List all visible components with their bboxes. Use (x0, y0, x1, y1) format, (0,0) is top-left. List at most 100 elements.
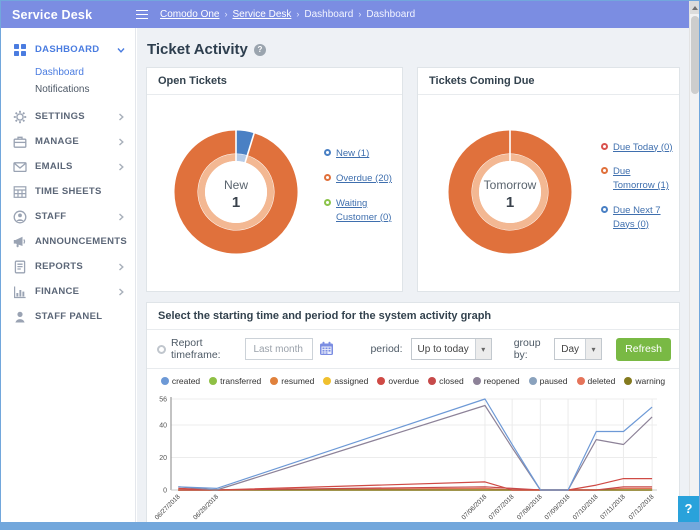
breadcrumb-separator: › (224, 9, 228, 19)
finance-icon (14, 286, 26, 298)
open-tickets-legend: New (1) Overdue (20) Waiting Customer (0) (324, 147, 402, 235)
legend-dot-icon (472, 377, 481, 385)
briefcase-icon (13, 136, 27, 148)
legend-link[interactable]: Due Tomorrow (1) (613, 166, 669, 192)
vertical-scrollbar[interactable] (689, 1, 699, 522)
breadcrumb-item[interactable]: Service Desk (232, 9, 292, 20)
sidebar-item-settings[interactable]: SETTINGS (1, 104, 135, 129)
svg-text:1: 1 (231, 194, 239, 211)
groupby-select[interactable]: Day ▾ (554, 338, 603, 360)
scroll-up-icon[interactable] (690, 1, 699, 14)
scrollbar-thumb[interactable] (691, 16, 699, 94)
sidebar-item-staff[interactable]: STAFF (1, 204, 135, 229)
svg-text:06/28/2018: 06/28/2018 (192, 493, 220, 521)
coming-due-title: Tickets Coming Due (418, 68, 679, 95)
main-content: Ticket Activity ? Open Tickets New 1 New … (137, 28, 689, 522)
app-title: Service Desk (12, 7, 93, 22)
legend-ring-icon (601, 167, 608, 175)
legend-ring-icon (324, 149, 331, 157)
breadcrumb-item[interactable]: Comodo One (160, 9, 220, 20)
coming-due-legend-item: Due Today (0) (601, 141, 673, 155)
sidebar-subnav: Dashboard Notifications (1, 62, 135, 104)
svg-text:06/27/2018: 06/27/2018 (154, 493, 182, 521)
svg-text:40: 40 (159, 423, 167, 430)
help-icon[interactable]: ? (253, 43, 266, 56)
legend-ring-icon (324, 174, 331, 182)
timeframe-input[interactable] (245, 338, 314, 360)
svg-text:07/12/2018: 07/12/2018 (628, 493, 656, 521)
period-label: period: (370, 343, 403, 355)
legend-dot-icon (323, 377, 332, 385)
breadcrumb-items: Comodo One › Service Desk › Dashboard › Dashbo… (160, 9, 415, 20)
svg-text:0: 0 (163, 488, 167, 495)
app-header: Service Desk Comodo One › Service Desk › Das… (1, 1, 689, 28)
sidebar-item-time-sheets[interactable]: TIME SHEETS (1, 179, 135, 204)
svg-text:Tomorrow: Tomorrow (483, 178, 536, 192)
svg-text:New: New (223, 178, 247, 192)
legend-dot-icon (270, 377, 279, 385)
open-tickets-legend-item: New (1) (324, 147, 396, 161)
person-icon (15, 311, 25, 322)
open-tickets-legend-item: Overdue (20) (324, 172, 396, 186)
svg-text:56: 56 (159, 397, 167, 404)
legend-dot-icon (209, 377, 218, 385)
megaphone-icon (13, 236, 26, 247)
legend-link[interactable]: Overdue (20) (336, 173, 392, 185)
groupby-label: group by: (513, 337, 541, 361)
sidebar: DASHBOARD Dashboard Notifications SETTINGS M… (1, 28, 136, 522)
svg-text:07/10/2018: 07/10/2018 (572, 493, 600, 521)
window-bottom-border (1, 522, 699, 529)
menu-icon[interactable] (136, 10, 148, 19)
breadcrumb-item: Dashboard (304, 9, 354, 20)
period-select-value: Up to today (417, 343, 469, 355)
chart-legend-resumed: resumed (270, 376, 314, 386)
open-tickets-legend-item: Waiting Customer (0) (324, 197, 396, 225)
calendar-icon (320, 341, 334, 355)
page-title-row: Ticket Activity ? (147, 41, 680, 58)
sidebar-subitem-notifications[interactable]: Notifications (35, 84, 90, 95)
coming-due-donut: Tomorrow 1 (418, 122, 601, 262)
chevron-down-icon: ▾ (474, 339, 491, 359)
legend-link[interactable]: Due Today (0) (613, 141, 673, 153)
help-button[interactable]: ? (678, 496, 699, 522)
legend-link[interactable]: New (1) (336, 148, 370, 160)
svg-text:07/11/2018: 07/11/2018 (599, 493, 627, 521)
legend-ring-icon (601, 142, 608, 150)
sidebar-item-dashboard[interactable]: DASHBOARD (1, 37, 135, 62)
coming-due-panel: Tickets Coming Due Tomorrow 1 Due Today (… (417, 67, 680, 292)
chart-legend-created: created (160, 376, 200, 386)
calendar-button[interactable] (319, 341, 334, 357)
refresh-button[interactable]: Refresh (616, 337, 672, 361)
legend-dot-icon (160, 377, 169, 385)
svg-text:07/06/2018: 07/06/2018 (460, 493, 488, 521)
open-tickets-donut: New 1 (147, 122, 324, 262)
legend-dot-icon (528, 377, 537, 385)
sidebar-item-finance[interactable]: FINANCE (1, 279, 135, 304)
sidebar-item-announcements[interactable]: ANNOUNCEMENTS (1, 229, 135, 254)
timeframe-radio[interactable] (157, 344, 166, 354)
legend-dot-icon (624, 377, 633, 385)
sidebar-item-staff-panel[interactable]: STAFF PANEL (1, 304, 135, 329)
sidebar-item-reports[interactable]: REPORTS (1, 254, 135, 279)
legend-ring-icon (601, 205, 608, 213)
legend-dot-icon (377, 377, 386, 385)
svg-text:07/07/2018: 07/07/2018 (488, 493, 516, 521)
activity-controls: Report timeframe: p (147, 330, 679, 369)
activity-chart-legend: created transferred resumed assigned overdue… (147, 369, 679, 388)
sidebar-item-emails[interactable]: EMAILS (1, 154, 135, 179)
report-icon (14, 260, 26, 273)
chevron-down-icon: ▾ (585, 339, 602, 359)
legend-link[interactable]: Waiting Customer (0) (336, 198, 392, 223)
sidebar-item-manage[interactable]: MANAGE (1, 129, 135, 154)
breadcrumb-separator: › (358, 9, 362, 19)
legend-dot-icon (428, 377, 437, 385)
chart-legend-closed: closed (428, 376, 464, 386)
legend-link[interactable]: Due Next 7 Days (0) (613, 204, 661, 230)
chart-legend-deleted: deleted (576, 376, 615, 386)
sidebar-subitem-dashboard[interactable]: Dashboard (35, 67, 84, 78)
activity-chart: 0 20 40 56 06/27/2018 06/28/2018 07/06/2018 07/… (147, 388, 679, 522)
period-select[interactable]: Up to today ▾ (410, 338, 492, 360)
coming-due-legend: Due Today (0) Due Tomorrow (1) Due Next 7 … (601, 141, 679, 243)
chart-legend-transferred: transferred (209, 376, 261, 386)
